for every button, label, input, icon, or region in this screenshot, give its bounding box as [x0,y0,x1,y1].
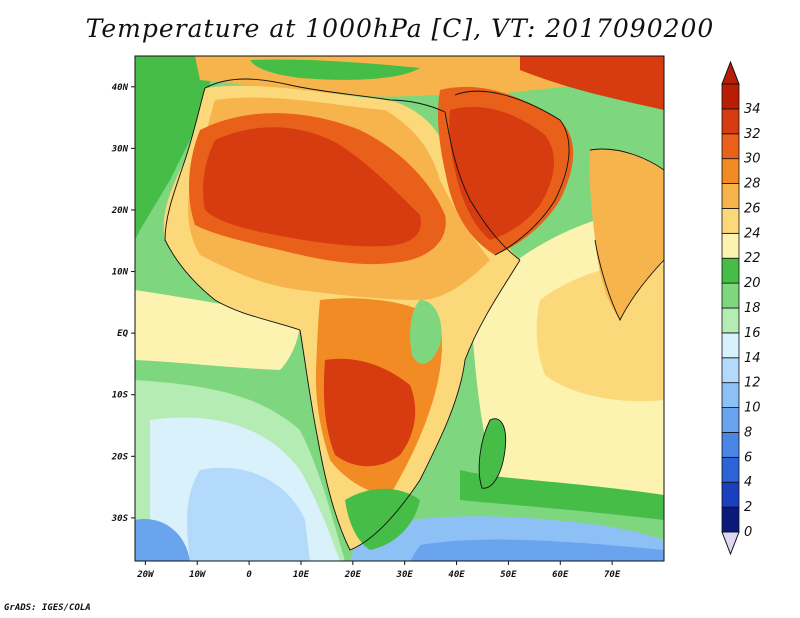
lon-tick-label: 20W [136,570,155,580]
colorbar-segment [721,232,740,259]
colorbar-label: 8 [744,425,752,440]
region-mediterranean-cool [250,59,420,80]
colorbar-label: 20 [744,276,761,291]
colorbar-segment [721,407,740,433]
region-india [589,149,664,320]
colorbar-segment [721,133,740,160]
lat-tick-label: 40N [112,83,129,93]
lon-tick-label: 0 [246,570,252,580]
colorbar-label: 26 [744,201,761,216]
colorbar-segment [721,158,740,184]
footer-credit: GrADS: IGES/COLA [4,603,91,613]
plot-frame [134,55,665,562]
region-south-africa-cool [345,488,420,550]
lat-tick-label: EQ [117,329,128,339]
region-iran-hot [520,56,664,110]
colorbar-segment [721,282,740,309]
colorbar-segment [721,481,740,508]
coastlines [164,78,664,551]
colorbar-label: 6 [744,450,752,465]
lon-tick-label: 70E [604,570,621,580]
lon-tick-label: 60E [552,570,569,580]
region-madagascar [479,418,506,489]
colorbar-label: 10 [744,401,761,416]
chart-title: Temperature at 1000hPa [C], VT: 20170902… [85,14,715,43]
colorbar-label: 2 [744,500,752,515]
colorbar-segment [721,183,740,209]
region-atlantic-cold-tongue [187,467,310,561]
colorbar-label: 0 [744,525,752,540]
lat-tick-label: 10N [112,268,129,278]
colorbar-segment [721,257,740,284]
colorbar-label: 16 [744,326,761,341]
colorbar-label: 34 [744,102,761,117]
region-arabia [449,106,555,240]
colorbar-label: 18 [744,301,761,316]
colorbar-segment [721,357,740,384]
lat-tick-label: 20S [111,452,129,462]
colorbar-label: 12 [744,376,761,391]
region-sahara [203,127,421,247]
lat-tick-label: 30S [111,514,129,524]
colorbar-label: 22 [744,251,761,266]
colorbar-segment [721,506,740,533]
lon-tick-label: 50E [500,570,517,580]
temperature-field [135,56,664,561]
colorbar-segment [721,208,740,234]
colorbar-segment [721,83,740,110]
lon-tick-label: 20E [344,570,362,580]
colorbar-label: 4 [744,475,752,490]
colorbar-segment [721,108,740,135]
colorbar-segment [721,432,740,458]
lat-tick-label: 20N [111,206,129,216]
colorbar-label: 28 [744,177,761,192]
colorbar-segment [721,382,740,408]
colorbar-label: 14 [744,351,761,366]
region-east-african-highlands [410,300,442,364]
region-gulf-of-guinea [135,290,300,370]
lat-tick-label: 30N [111,144,129,154]
region-southern-ocean-west [135,519,190,561]
colorbar-label: 30 [744,152,761,167]
colorbar-bottom-arrow [721,531,740,556]
region-indian-ocean-south [460,470,664,520]
lon-tick-label: 40E [448,570,465,580]
lat-tick-label: 10S [112,391,129,401]
colorbar-segment [721,307,740,334]
region-north-atlantic [135,56,215,240]
colorbar-label: 32 [744,127,761,142]
axis-ticks: 20W 10W 0 10E 20E 30E 40E 50E 60E 70E 40N 30N 20N 10N… [111,83,621,580]
region-southern-ocean [410,539,664,561]
lon-tick-label: 10W [189,570,207,580]
lon-tick-label: 30E [396,570,414,580]
colorbar-label: 24 [744,226,761,241]
colorbar-top-arrow [721,60,740,85]
lon-tick-label: 10E [293,570,310,580]
region-southern-africa-hot [323,358,416,467]
colorbar-segment [721,332,740,359]
colorbar-segment [721,456,740,483]
